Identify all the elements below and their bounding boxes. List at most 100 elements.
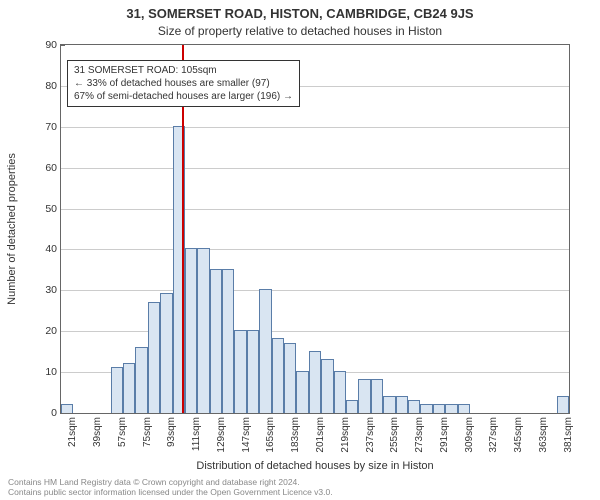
histogram-bar (259, 289, 271, 413)
histogram-bar (420, 404, 432, 413)
x-tick-label: 309sqm (458, 413, 470, 463)
bar-slot (334, 45, 346, 413)
x-tick-label: 273sqm (408, 413, 420, 463)
x-tick-label: 282sqm (420, 413, 432, 463)
histogram-bar (408, 400, 420, 413)
x-tick-label: 147sqm (234, 413, 246, 463)
annotation-line: ← 33% of detached houses are smaller (97… (74, 77, 293, 90)
x-tick-label: 327sqm (482, 413, 494, 463)
x-tick-label: 336sqm (495, 413, 507, 463)
histogram-bar (185, 248, 197, 413)
chart-container: 31, SOMERSET ROAD, HISTON, CAMBRIDGE, CB… (0, 0, 600, 500)
annotation-line: 31 SOMERSET ROAD: 105sqm (74, 64, 293, 77)
plot-area: 21sqm30sqm39sqm48sqm57sqm66sqm75sqm84sqm… (60, 44, 570, 414)
histogram-bar (111, 367, 123, 413)
x-axis-label: Distribution of detached houses by size … (60, 460, 570, 472)
histogram-bar (296, 371, 308, 413)
x-axis-ticks: 21sqm30sqm39sqm48sqm57sqm66sqm75sqm84sqm… (61, 413, 569, 463)
bar-slot (358, 45, 370, 413)
x-tick-label: 228sqm (346, 413, 358, 463)
y-tick-label: 70 (29, 121, 61, 133)
histogram-bar (557, 396, 569, 413)
histogram-bar (445, 404, 457, 413)
histogram-bar (123, 363, 135, 413)
bar-slot (507, 45, 519, 413)
histogram-bar (334, 371, 346, 413)
bar-slot (346, 45, 358, 413)
x-tick-label: 192sqm (296, 413, 308, 463)
histogram-bar (383, 396, 395, 413)
bar-slot (309, 45, 321, 413)
x-tick-label: 84sqm (148, 413, 160, 463)
x-tick-label: 66sqm (123, 413, 135, 463)
histogram-bar (222, 269, 234, 413)
x-tick-label: 210sqm (321, 413, 333, 463)
x-tick-label: 246sqm (371, 413, 383, 463)
chart-subtitle: Size of property relative to detached ho… (0, 24, 600, 38)
x-tick-label: 363sqm (532, 413, 544, 463)
x-tick-label: 291sqm (433, 413, 445, 463)
histogram-bar (309, 351, 321, 413)
x-tick-label: 39sqm (86, 413, 98, 463)
x-tick-label: 111sqm (185, 413, 197, 463)
x-tick-label: 102sqm (173, 413, 185, 463)
bar-slot (321, 45, 333, 413)
x-tick-label: 264sqm (396, 413, 408, 463)
bar-slot (433, 45, 445, 413)
x-tick-label: 174sqm (272, 413, 284, 463)
x-tick-label: 300sqm (445, 413, 457, 463)
bar-slot (396, 45, 408, 413)
x-tick-label: 57sqm (111, 413, 123, 463)
bar-slot (470, 45, 482, 413)
histogram-bar (433, 404, 445, 413)
bar-slot (544, 45, 556, 413)
y-tick-label: 60 (29, 162, 61, 174)
histogram-bar (272, 338, 284, 413)
x-tick-label: 138sqm (222, 413, 234, 463)
y-tick-label: 40 (29, 243, 61, 255)
histogram-bar (321, 359, 333, 413)
footer-line-2: Contains public sector information licen… (8, 488, 333, 498)
x-tick-label: 318sqm (470, 413, 482, 463)
bar-slot (482, 45, 494, 413)
bar-slot (495, 45, 507, 413)
histogram-bar (210, 269, 222, 413)
bar-slot (445, 45, 457, 413)
histogram-bar (197, 248, 209, 413)
y-axis-label: Number of detached properties (6, 153, 18, 305)
histogram-bar (148, 302, 160, 413)
footer-attribution: Contains HM Land Registry data © Crown c… (8, 478, 333, 498)
x-tick-label: 201sqm (309, 413, 321, 463)
y-tick-label: 0 (29, 407, 61, 419)
annotation-line: 67% of semi-detached houses are larger (… (74, 90, 293, 103)
histogram-bar (247, 330, 259, 413)
x-tick-label: 219sqm (334, 413, 346, 463)
histogram-bar (371, 379, 383, 413)
x-tick-label: 183sqm (284, 413, 296, 463)
y-tick-label: 20 (29, 325, 61, 337)
x-tick-label: 255sqm (383, 413, 395, 463)
histogram-bar (160, 293, 172, 413)
x-tick-label: 372sqm (544, 413, 556, 463)
y-tick-label: 90 (29, 39, 61, 51)
chart-title: 31, SOMERSET ROAD, HISTON, CAMBRIDGE, CB… (0, 6, 600, 21)
x-tick-label: 21sqm (61, 413, 73, 463)
x-tick-label: 354sqm (519, 413, 531, 463)
x-tick-label: 237sqm (358, 413, 370, 463)
x-tick-label: 48sqm (98, 413, 110, 463)
y-tick-label: 30 (29, 284, 61, 296)
histogram-bar (284, 343, 296, 414)
bar-slot (519, 45, 531, 413)
x-tick-label: 156sqm (247, 413, 259, 463)
histogram-bar (234, 330, 246, 413)
x-tick-label: 120sqm (197, 413, 209, 463)
bar-slot (408, 45, 420, 413)
histogram-bar (61, 404, 73, 413)
bar-slot (420, 45, 432, 413)
bar-slot (371, 45, 383, 413)
x-tick-label: 93sqm (160, 413, 172, 463)
x-tick-label: 75sqm (135, 413, 147, 463)
histogram-bar (396, 396, 408, 413)
y-tick-label: 50 (29, 203, 61, 215)
x-tick-label: 345sqm (507, 413, 519, 463)
